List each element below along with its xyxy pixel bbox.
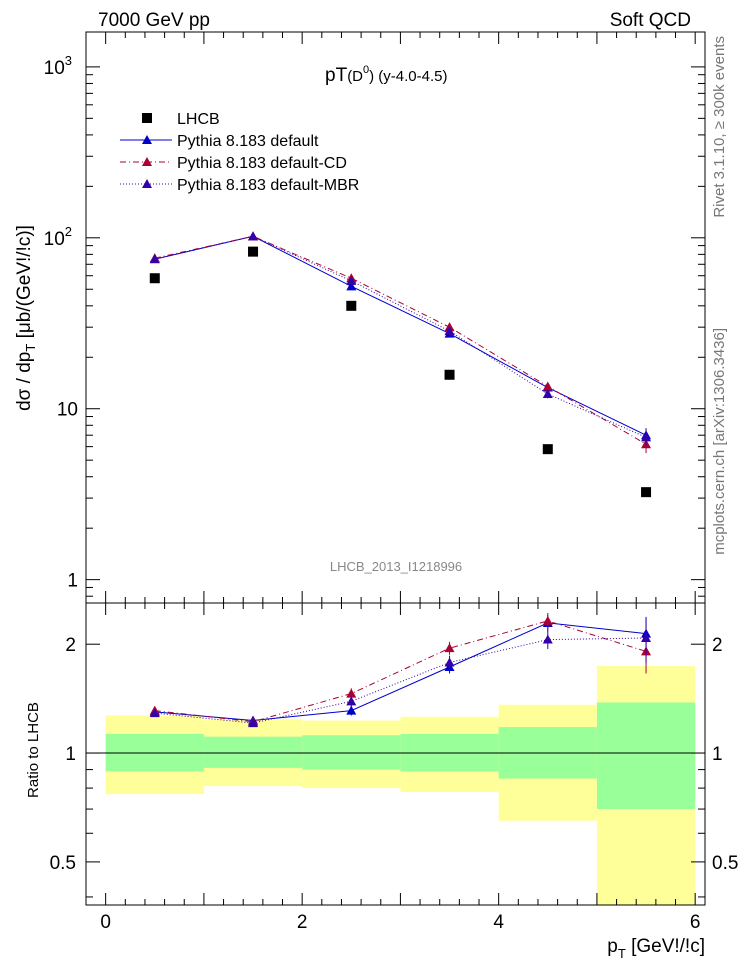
- legend-lhcb-label: LHCB: [177, 111, 220, 128]
- main-series-marker-2: [444, 325, 455, 335]
- legend-label-0: Pythia 8.183 default: [177, 133, 319, 150]
- data-point-lhcb: [641, 487, 652, 498]
- ratio-y-tick-label-right: 1: [712, 744, 723, 765]
- main-y-tick-label-exp: 3: [65, 53, 72, 68]
- ratio-plot-frame: [85, 602, 706, 906]
- ratio-y-tick-label-left: 0.5: [50, 853, 76, 874]
- main-y-tick-label-base: 1: [67, 571, 78, 592]
- ratio-series-marker-2: [248, 718, 259, 728]
- xlabel-sub: T: [618, 946, 626, 961]
- ratio-y-tick-label-right: 0.5: [712, 853, 738, 874]
- legend-label-2: Pythia 8.183 default-MBR: [177, 177, 359, 194]
- ratio-series-marker-2: [542, 634, 553, 644]
- green-band: [203, 736, 303, 768]
- legend-marker-0: [142, 135, 152, 144]
- ratio-uncertainty-bands: [86, 666, 705, 905]
- ratio-series-marker-2: [641, 633, 652, 643]
- green-band: [302, 735, 401, 770]
- analysis-label: LHCB_2013_I1218996: [330, 559, 462, 574]
- main-series-marker-2: [346, 275, 357, 285]
- plot-title-sup: 0: [363, 64, 369, 76]
- ratio-ylabel: Ratio to LHCB: [25, 702, 42, 798]
- data-point-lhcb: [542, 444, 553, 455]
- legend-lhcb-marker: [142, 113, 152, 123]
- main-y-tick-label: 102: [44, 224, 72, 250]
- ratio-series-group: [149, 612, 652, 728]
- xlabel: pT [GeV!/!c]: [607, 936, 705, 961]
- plot-title-main: pT: [325, 65, 348, 86]
- main-series-marker-2: [248, 231, 259, 241]
- x-tick-label: 0: [100, 912, 111, 933]
- main-y-tick-label-base: 10: [44, 229, 65, 250]
- main-series-line-0: [154, 235, 647, 436]
- ratio-series-line-1: [154, 620, 647, 723]
- main-y-tick-label-exp: 2: [65, 224, 72, 239]
- main-y-tick-label-base: 10: [44, 58, 65, 79]
- main-ylabel-unit: [μb/(GeV!/!c)]: [14, 225, 35, 344]
- ratio-series-marker-1: [542, 615, 553, 625]
- header-left: 7000 GeV pp: [98, 10, 210, 31]
- main-y-tick-label: 1: [67, 571, 78, 592]
- main-series-group: [149, 231, 652, 454]
- ratio-series-marker-2: [149, 708, 160, 718]
- legend: LHCB Pythia 8.183 default Pythia 8.183 def…: [120, 111, 359, 194]
- main-ylabel: dσ / dpT [μb/(GeV!/!c)]: [14, 225, 38, 411]
- ratio-series-line-2: [154, 637, 647, 724]
- ratio-y-tick-label-left: 2: [65, 635, 76, 656]
- side-label-mcplots: mcplots.cern.ch [arXiv:1306.3436]: [711, 328, 728, 555]
- main-y-tick-label-base: 10: [57, 400, 78, 421]
- ratio-y-tick-labels: 0.5 0.5 1 1 2 2: [50, 635, 739, 874]
- legend-marker-1: [142, 157, 152, 166]
- main-axis-ticks: [86, 32, 705, 603]
- ratio-series-marker-0: [346, 705, 357, 715]
- legend-marker-2: [142, 179, 152, 188]
- ratio-series-line-0: [154, 622, 647, 722]
- legend-label-1: Pythia 8.183 default-CD: [177, 155, 347, 172]
- x-tick-labels: 0 2 4 6: [100, 912, 700, 933]
- ratio-series-marker-1: [346, 688, 357, 698]
- main-series-marker-2: [641, 432, 652, 442]
- x-tick-label: 2: [297, 912, 308, 933]
- main-ylabel-sub: T: [23, 344, 38, 352]
- data-point-lhcb: [444, 369, 455, 380]
- data-point-lhcb: [149, 273, 160, 284]
- x-tick-label: 4: [493, 912, 504, 933]
- ratio-series-marker-1: [444, 643, 455, 653]
- xlabel-main: p: [607, 936, 618, 957]
- ratio-series-marker-2: [346, 696, 357, 706]
- data-point-lhcb: [248, 246, 259, 257]
- plot-title: pT(D0) (y-4.0-4.5): [325, 64, 448, 86]
- x-tick-label: 6: [690, 912, 701, 933]
- header-right: Soft QCD: [610, 10, 691, 31]
- main-series-marker-2: [542, 388, 553, 398]
- main-series-marker-0: [346, 281, 357, 291]
- xlabel-unit: [GeV!/!c]: [626, 936, 705, 957]
- green-band: [596, 702, 696, 810]
- ratio-axis-ticks: [86, 603, 705, 905]
- ratio-y-tick-label-right: 2: [712, 635, 723, 656]
- plot-title-rest: ) (y-4.0-4.5): [369, 68, 447, 85]
- main-series-marker-1: [542, 381, 553, 391]
- main-y-tick-label: 103: [44, 53, 72, 79]
- main-series-line-1: [154, 235, 647, 445]
- ratio-series-marker-2: [444, 657, 455, 667]
- main-y-tick-label: 10: [57, 400, 78, 421]
- main-series-marker-2: [149, 254, 160, 264]
- main-series-line-2: [154, 235, 647, 438]
- data-point-lhcb: [346, 300, 357, 311]
- side-label-rivet: Rivet 3.1.10, ≥ 300k events: [711, 36, 728, 218]
- ratio-y-tick-label-left: 1: [65, 744, 76, 765]
- main-ylabel-main: dσ / dp: [14, 352, 35, 411]
- data-points-group: [149, 246, 652, 498]
- plot-title-sub: (D: [347, 68, 363, 85]
